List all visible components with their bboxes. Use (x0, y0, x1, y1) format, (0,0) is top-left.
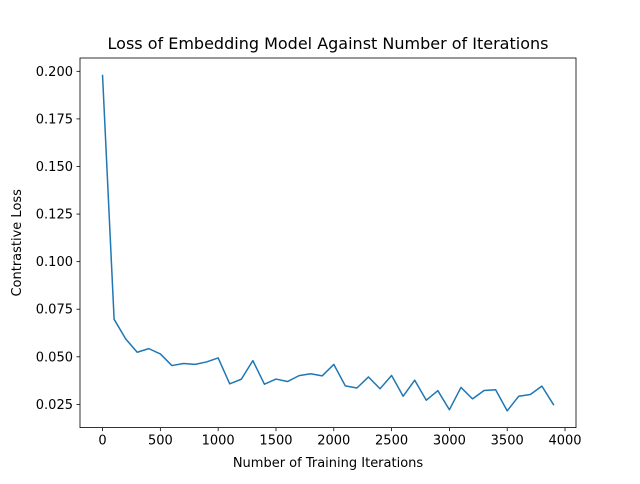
x-tick-label: 2500 (375, 434, 408, 449)
y-axis-label: Contrastive Loss (10, 189, 25, 297)
y-tick-label: 0.175 (36, 112, 73, 127)
y-tick-label: 0.100 (36, 255, 73, 270)
y-tick-label: 0.125 (36, 208, 73, 223)
y-tick-label: 0.200 (36, 65, 73, 80)
x-tick-label: 1500 (259, 434, 292, 449)
x-tick-label: 2000 (317, 434, 350, 449)
y-tick-label: 0.150 (36, 160, 73, 175)
x-tick-label: 500 (148, 434, 173, 449)
x-axis-label: Number of Training Iterations (233, 456, 424, 471)
chart-title: Loss of Embedding Model Against Number o… (108, 34, 549, 53)
y-tick-label: 0.025 (36, 398, 73, 413)
y-tick-label: 0.075 (36, 303, 73, 318)
x-tick-label: 1000 (202, 434, 235, 449)
x-tick-label: 3500 (491, 434, 524, 449)
x-tick-label: 4000 (548, 434, 581, 449)
x-tick-label: 0 (98, 434, 106, 449)
x-tick-label: 3000 (433, 434, 466, 449)
y-tick-label: 0.050 (36, 350, 73, 365)
